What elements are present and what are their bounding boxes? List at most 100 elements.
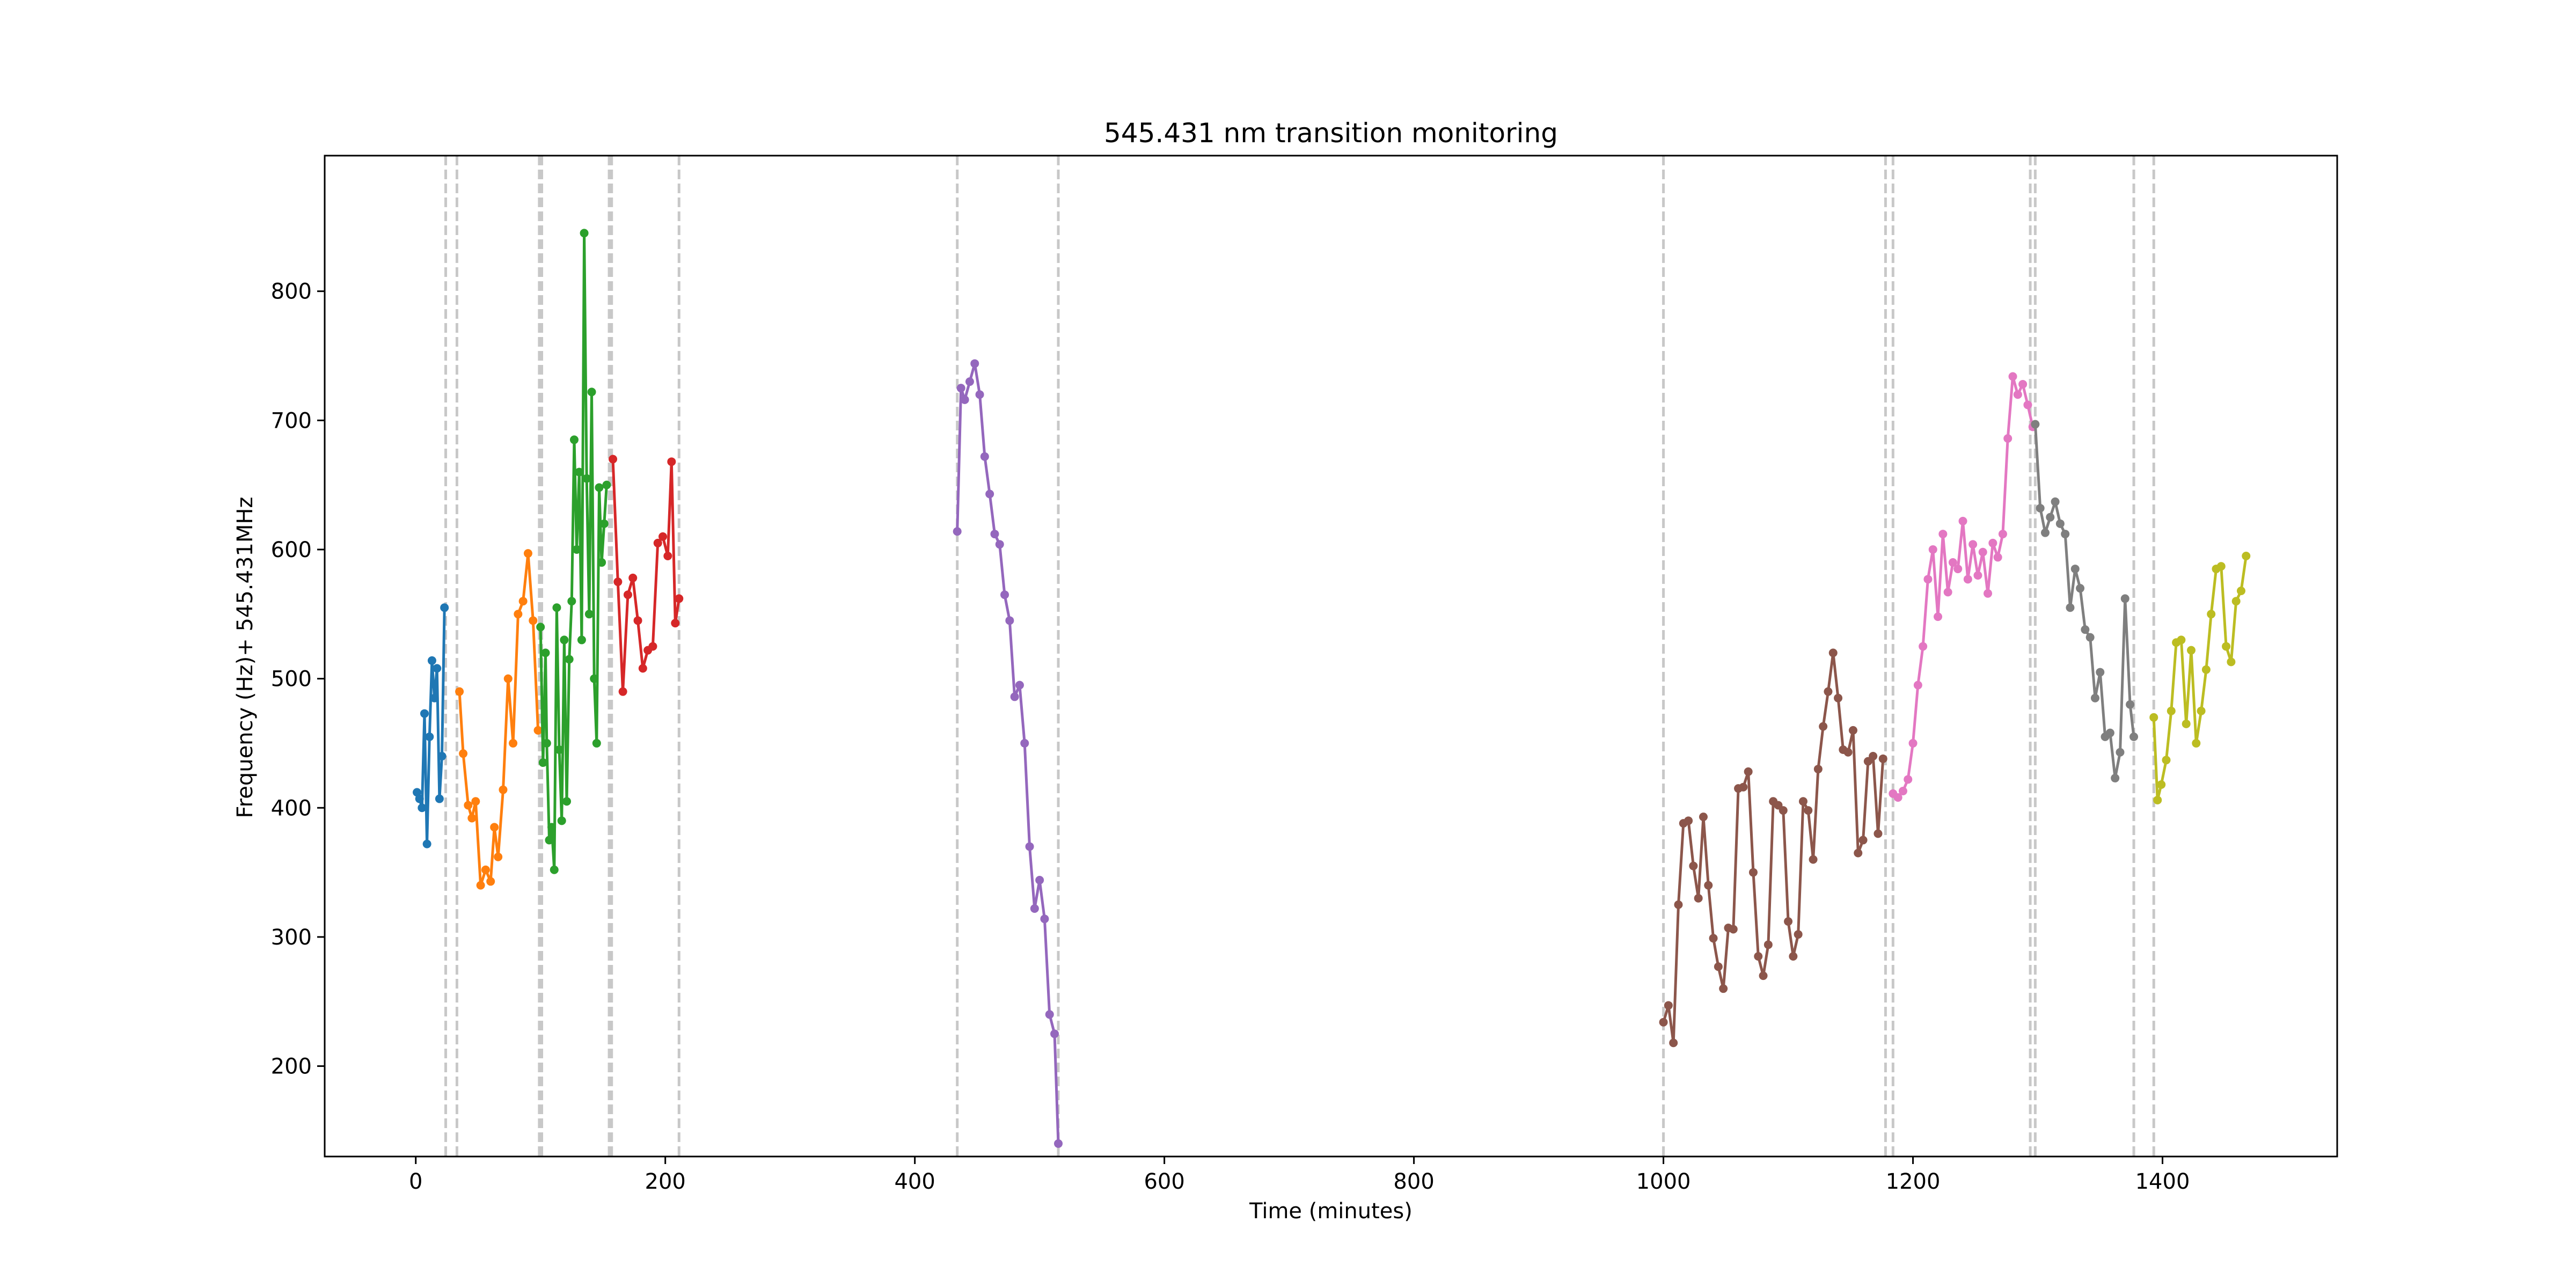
series-0-point <box>413 788 422 797</box>
series-5-point <box>1843 748 1853 757</box>
series-2-point <box>587 387 596 397</box>
series-8-point <box>2242 552 2251 560</box>
series-2-point <box>555 745 564 754</box>
series-0-point <box>425 732 434 741</box>
series-3-point <box>633 616 642 625</box>
series-6-point <box>1978 547 1987 557</box>
series-5-point <box>1824 687 1833 696</box>
series-1-point <box>486 877 495 886</box>
series-3-point <box>653 538 662 547</box>
series-2-point <box>542 738 551 748</box>
series-8-point <box>2149 713 2158 722</box>
series-0-point <box>430 693 439 702</box>
series-6-point <box>2018 379 2028 389</box>
series-1-point <box>533 726 543 735</box>
series-8-point <box>2186 646 2196 655</box>
series-2-point <box>562 797 572 806</box>
series-2-point <box>580 229 589 238</box>
series-0-point <box>420 709 429 718</box>
series-2-point <box>547 823 557 832</box>
series-5-point <box>1748 868 1758 877</box>
series-4-point <box>1040 914 1049 924</box>
series-7-point <box>2116 748 2125 757</box>
series-1-point <box>476 881 485 890</box>
series-4-point <box>1045 1010 1054 1019</box>
series-0-point <box>435 794 444 803</box>
series-5-point <box>1694 894 1703 903</box>
series-8-point <box>2162 756 2171 765</box>
series-4-point <box>1054 1139 1063 1148</box>
series-3-point <box>638 664 647 673</box>
series-6 <box>1889 372 2037 802</box>
series-7-point <box>2129 732 2139 741</box>
series-5-point <box>1828 648 1838 657</box>
series-1-point <box>523 549 532 558</box>
series-6-point <box>1913 680 1922 690</box>
series-4 <box>953 359 1063 1148</box>
series-1-point <box>518 597 528 606</box>
series-4-point <box>956 384 965 393</box>
series-4-point <box>1015 680 1024 690</box>
series-5-point <box>1659 1018 1668 1027</box>
series-4-point <box>1005 616 1014 625</box>
series-8-point <box>2157 780 2166 789</box>
series-8-point <box>2167 706 2176 715</box>
series-8 <box>2149 552 2251 804</box>
x-tick-label: 0 <box>409 1169 422 1194</box>
series-1-point <box>455 687 464 696</box>
series-8-point <box>2153 795 2162 804</box>
series-5-point <box>1784 917 1793 926</box>
series-5-point <box>1699 813 1708 822</box>
series-7-point <box>2111 773 2120 782</box>
series-5-point <box>1878 754 1887 763</box>
series-3-point <box>613 577 623 587</box>
series-5-point <box>1869 752 1878 760</box>
x-tick-label: 1000 <box>1636 1169 1691 1194</box>
series-5-point <box>1779 806 1788 815</box>
series-1-point <box>467 814 477 823</box>
series-6-point <box>1988 538 1997 547</box>
series-4-point <box>990 530 999 539</box>
series-6-point <box>1943 588 1952 597</box>
data-series <box>413 229 2251 1148</box>
series-1 <box>455 549 543 890</box>
series-2-point <box>592 738 601 748</box>
series-3-point <box>671 619 680 628</box>
series-1-point <box>471 797 480 806</box>
series-6-point <box>1928 545 1937 554</box>
series-1-point <box>529 616 538 625</box>
series-6-point <box>1908 738 1918 748</box>
series-4-point <box>985 489 994 499</box>
series-2-point <box>575 467 584 477</box>
series-4-point <box>1010 692 1019 701</box>
series-6-point <box>1904 775 1913 784</box>
series-8-point <box>2182 719 2191 728</box>
series-6-point <box>1953 565 1963 574</box>
series-7-point <box>2046 513 2055 522</box>
y-tick-label: 800 <box>271 280 312 304</box>
series-6-point <box>1984 589 1993 598</box>
series-2-point <box>557 816 566 825</box>
series-7-point <box>2051 497 2060 506</box>
series-5-point <box>1754 952 1763 961</box>
series-7-point <box>2120 594 2129 603</box>
series-5-point <box>1689 861 1698 870</box>
series-2-point <box>538 758 547 767</box>
series-5-point <box>1739 782 1748 792</box>
series-5-point <box>1763 940 1773 949</box>
series-5-point <box>1804 806 1813 815</box>
series-7-point <box>2036 503 2045 513</box>
series-3-point <box>663 552 672 560</box>
series-6-point <box>1919 642 1928 651</box>
series-1-point <box>503 674 513 683</box>
series-2-point <box>567 597 576 606</box>
y-axis: 200 300 400 500 600 700 800 <box>271 280 325 1079</box>
series-2-point <box>597 558 606 567</box>
series-5-point <box>1664 1001 1673 1010</box>
series-1-point <box>481 865 490 874</box>
series-7-point <box>2031 420 2040 429</box>
series-4-line <box>956 362 1060 1144</box>
series-4-point <box>960 395 969 404</box>
series-8-point <box>2197 706 2206 715</box>
